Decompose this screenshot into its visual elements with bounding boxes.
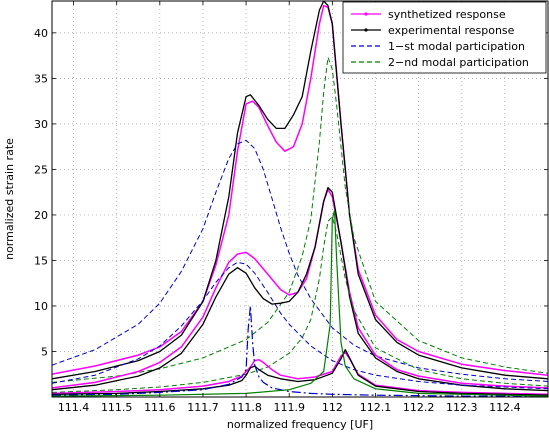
legend-label: experimental response (388, 24, 515, 37)
legend-marker (364, 28, 368, 32)
series-line-upper-mode2 (52, 56, 548, 383)
y-tick-label: 25 (34, 163, 48, 176)
x-tick-label: 112 (322, 401, 343, 414)
x-tick-label: 112.2 (403, 401, 435, 414)
y-tick-label: 15 (34, 254, 48, 267)
series-line-middle-experimental (52, 186, 548, 392)
grid (52, 1, 548, 397)
x-tick-label: 111.9 (273, 401, 305, 414)
legend-label: 2−nd modal participation (388, 56, 529, 69)
x-tick-label: 112.3 (446, 401, 478, 414)
series-line-upper-experimental (52, 1, 548, 380)
plot-frame (51, 0, 549, 398)
series-line-lower-mode2 (52, 209, 548, 397)
legend-label: 1−st modal participation (388, 40, 525, 53)
series-line-middle-mode1 (52, 261, 548, 390)
plot-area (52, 1, 548, 397)
y-tick-label: 30 (34, 118, 48, 131)
legend-label: synthetized response (388, 8, 506, 21)
x-tick-label: 112.4 (489, 401, 521, 414)
series-line-middle-mode2 (52, 216, 548, 393)
series-line-upper-mode1 (52, 139, 548, 382)
axis-ticks: 111.4 111.5 111.6 111.7 111.8 111.9 112 112.1 11… (34, 1, 548, 414)
legend: synthetized response experimental respons… (342, 1, 547, 74)
y-tick-label: 40 (34, 27, 48, 40)
series-line-lower-mode1 (52, 305, 548, 397)
x-tick-label: 111.7 (187, 401, 219, 414)
x-tick-label: 111.5 (101, 401, 133, 414)
y-tick-label: 20 (34, 209, 48, 222)
x-tick-label: 111.6 (144, 401, 176, 414)
x-tick-label: 111.8 (230, 401, 262, 414)
x-tick-label: 111.4 (58, 401, 90, 414)
legend-marker (364, 12, 368, 16)
y-tick-label: 5 (41, 345, 48, 358)
x-tick-label: 112.1 (360, 401, 392, 414)
y-tick-label: 35 (34, 72, 48, 85)
series-line-lower-synthetized (52, 351, 548, 396)
y-tick-label: 10 (34, 300, 48, 313)
x-axis-label: normalized frequency [UF] (227, 418, 373, 431)
y-axis-label: normalized strain rate (3, 138, 16, 260)
